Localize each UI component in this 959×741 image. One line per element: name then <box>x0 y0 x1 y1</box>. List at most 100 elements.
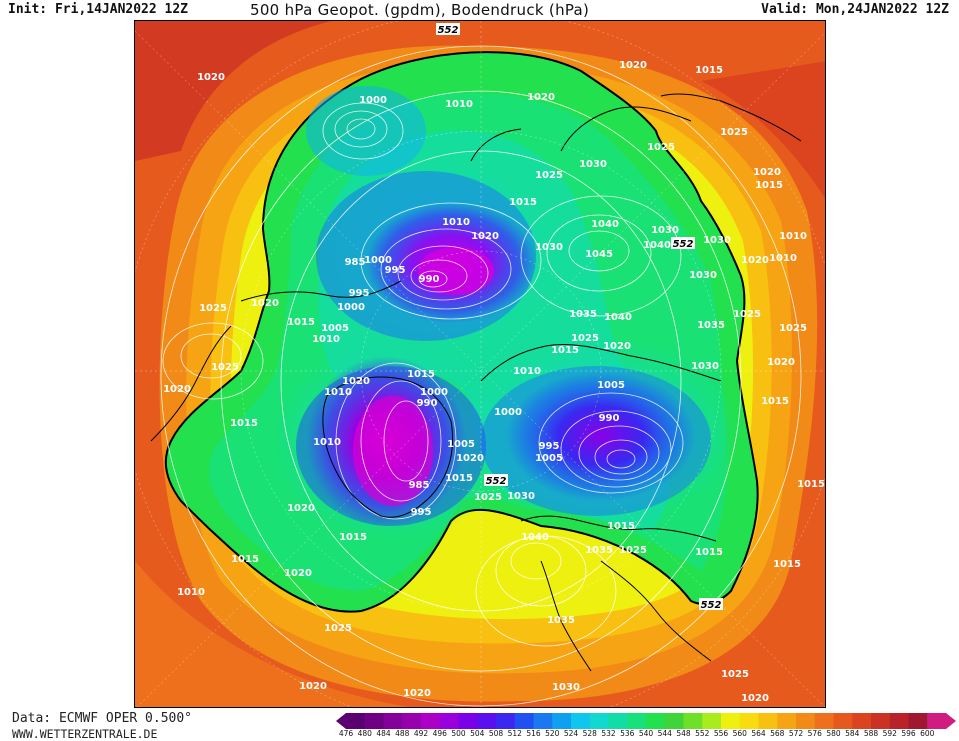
contour-tag: 552 <box>486 476 507 487</box>
legend-swatch <box>908 713 928 729</box>
pressure-label: 995 <box>385 265 406 276</box>
legend-tick-label: 580 <box>826 729 841 738</box>
pressure-label: 1015 <box>797 479 825 490</box>
pressure-label: 1025 <box>619 545 647 556</box>
color-legend-bar <box>336 713 956 729</box>
pressure-label: 1015 <box>445 473 473 484</box>
pressure-label: 1020 <box>197 72 225 83</box>
pressure-label: 1000 <box>359 95 387 106</box>
legend-swatch <box>533 713 553 729</box>
website-link[interactable]: WWW.WETTERZENTRALE.DE <box>12 727 158 741</box>
legend-tick-label: 588 <box>863 729 879 738</box>
legend-swatch <box>571 713 591 729</box>
contour-552-tags: 552 552 552 552 <box>436 23 723 611</box>
pressure-label: 1035 <box>547 615 575 626</box>
pressure-label: 1040 <box>591 219 619 230</box>
pressure-label: 1000 <box>337 302 365 313</box>
pressure-label: 1030 <box>651 225 679 236</box>
legend-tick-label: 508 <box>488 729 504 738</box>
pressure-label: 1015 <box>755 180 783 191</box>
pressure-label: 1000 <box>364 255 392 266</box>
legend-tick-label: 560 <box>732 729 747 738</box>
legend-swatch <box>402 713 422 729</box>
pressure-label: 1020 <box>284 568 312 579</box>
pressure-label: 1015 <box>695 547 723 558</box>
pressure-label: 1030 <box>691 361 719 372</box>
pressure-label: 1020 <box>471 231 499 242</box>
pressure-label: 1005 <box>535 453 563 464</box>
pressure-label: 995 <box>411 507 432 518</box>
legend-tick-label: 572 <box>788 729 804 738</box>
low-pacific <box>306 86 426 176</box>
chart-title: 500 hPa Geopot. (gpdm), Bodendruck (hPa) <box>250 1 590 19</box>
pressure-label: 1035 <box>697 320 725 331</box>
legend-swatches <box>346 713 947 729</box>
pressure-label: 1010 <box>312 334 340 345</box>
pressure-label: 1015 <box>761 396 789 407</box>
pressure-label: 1020 <box>403 688 431 699</box>
pressure-label: 1015 <box>773 559 801 570</box>
pressure-label: 1030 <box>689 270 717 281</box>
pressure-label: 1025 <box>199 303 227 314</box>
legend-tick-label: 576 <box>807 729 822 738</box>
contour-tag-bg <box>699 598 723 610</box>
contour-tag-bg <box>671 237 695 249</box>
pressure-label: 1025 <box>720 127 748 138</box>
pressure-label: 1025 <box>647 142 675 153</box>
pressure-label: 1020 <box>287 503 315 514</box>
legend-swatch <box>439 713 459 729</box>
pressure-label: 1040 <box>521 532 549 543</box>
pressure-label: 1025 <box>535 170 563 181</box>
contour-tag-bg <box>436 23 460 35</box>
pressure-label: 985 <box>409 480 430 491</box>
pressure-label: 1040 <box>604 312 632 323</box>
pressure-label: 1005 <box>447 439 475 450</box>
legend-tick-labels: 476 480 484 488 492 496 500 504 508 512 516 520 524 5… <box>339 729 954 740</box>
coastlines <box>150 93 802 672</box>
pressure-label: 1025 <box>733 309 761 320</box>
pressure-label: 995 <box>349 288 370 299</box>
pressure-label: 1040 <box>643 240 671 251</box>
legend-tick-label: 556 <box>713 729 729 738</box>
pressure-label: 1015 <box>407 369 435 380</box>
pressure-label: 1020 <box>456 453 484 464</box>
pressure-label: 1020 <box>342 376 370 387</box>
legend-swatch <box>777 713 797 729</box>
legend-swatch <box>927 713 947 729</box>
legend-arrow-right <box>946 713 956 729</box>
legend-tick-label: 564 <box>751 729 766 738</box>
legend-tick-label: 504 <box>470 729 485 738</box>
pressure-label: 1030 <box>507 491 535 502</box>
pressure-label: 1000 <box>494 407 522 418</box>
pressure-label: 990 <box>599 413 620 424</box>
warm-corner-sw <box>135 561 409 707</box>
legend-tick-label: 488 <box>395 729 410 738</box>
pressure-label: 1020 <box>603 341 631 352</box>
legend-tick-label: 492 <box>413 729 429 738</box>
pressure-label: 1020 <box>753 167 781 178</box>
legend-swatch <box>871 713 891 729</box>
pressure-label: 1045 <box>585 249 613 260</box>
legend-tick-label: 584 <box>845 729 860 738</box>
legend-tick-label: 548 <box>676 729 691 738</box>
pressure-label: 1010 <box>442 217 470 228</box>
legend-swatch <box>514 713 534 729</box>
legend-swatch <box>796 713 816 729</box>
pressure-label: 1020 <box>767 357 795 368</box>
legend-swatch <box>589 713 609 729</box>
forecast-map: 1020 1020 1015 1000 1010 1020 1025 1025 1030 1025… <box>134 20 826 708</box>
legend-tick-label: 476 <box>338 729 354 738</box>
pressure-label: 1015 <box>339 532 367 543</box>
pressure-label: 1030 <box>579 159 607 170</box>
legend-swatch <box>758 713 778 729</box>
legend-tick-label: 596 <box>901 729 916 738</box>
pressure-label: 1005 <box>321 323 349 334</box>
legend-swatch <box>889 713 909 729</box>
legend-tick-label: 500 <box>451 729 466 738</box>
pressure-label: 1015 <box>695 65 723 76</box>
legend-swatch <box>346 713 366 729</box>
legend-tick-label: 528 <box>582 729 597 738</box>
pressure-label: 1025 <box>571 333 599 344</box>
pressure-label: 1020 <box>299 681 327 692</box>
pressure-label: 1025 <box>779 323 807 334</box>
